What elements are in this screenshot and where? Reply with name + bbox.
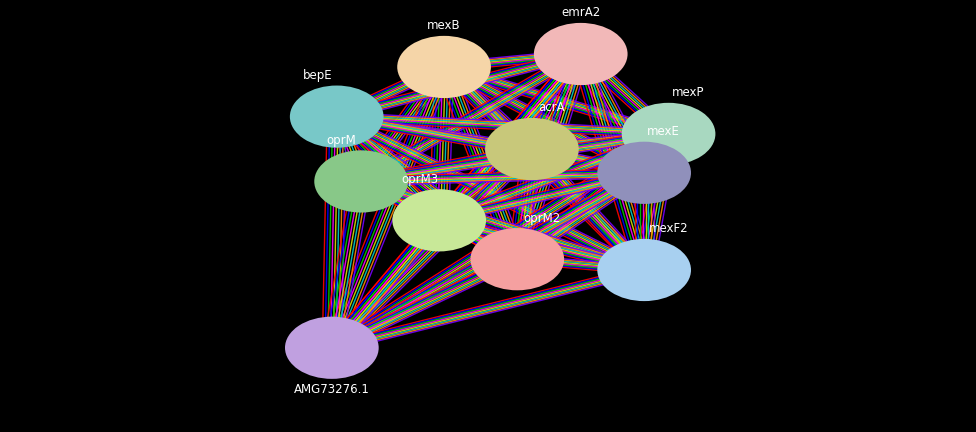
Text: oprM: oprM bbox=[327, 134, 356, 147]
Text: mexB: mexB bbox=[427, 19, 461, 32]
Ellipse shape bbox=[485, 118, 579, 180]
Ellipse shape bbox=[534, 23, 628, 85]
Ellipse shape bbox=[290, 86, 384, 148]
Text: mexP: mexP bbox=[671, 86, 705, 99]
Ellipse shape bbox=[285, 317, 379, 379]
Text: mexE: mexE bbox=[647, 125, 680, 138]
Text: acrA: acrA bbox=[538, 102, 565, 114]
Text: AMG73276.1: AMG73276.1 bbox=[294, 383, 370, 396]
Text: oprM2: oprM2 bbox=[523, 212, 560, 225]
Text: mexF2: mexF2 bbox=[649, 222, 688, 235]
Text: emrA2: emrA2 bbox=[561, 6, 600, 19]
Ellipse shape bbox=[397, 36, 491, 98]
Ellipse shape bbox=[470, 228, 564, 290]
Ellipse shape bbox=[392, 189, 486, 251]
Ellipse shape bbox=[622, 103, 715, 165]
Text: bepE: bepE bbox=[303, 69, 332, 82]
Ellipse shape bbox=[597, 142, 691, 204]
Ellipse shape bbox=[597, 239, 691, 301]
Text: oprM3: oprM3 bbox=[401, 173, 438, 186]
Ellipse shape bbox=[314, 150, 408, 213]
